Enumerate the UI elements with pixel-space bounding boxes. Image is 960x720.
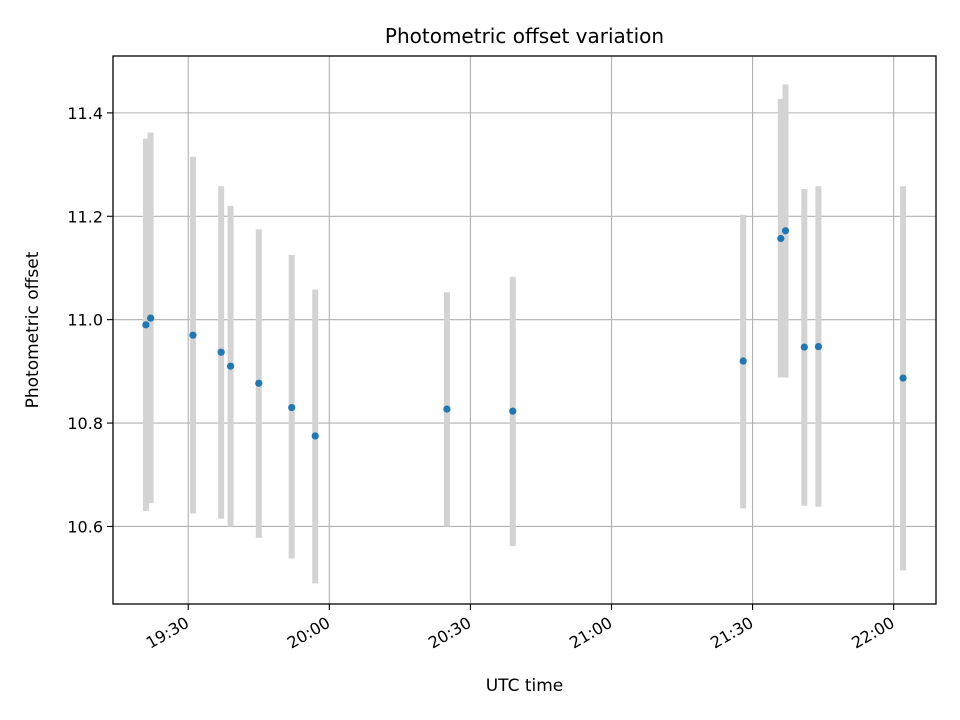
data-point [739, 357, 747, 365]
data-point [255, 379, 263, 387]
data-point [509, 407, 517, 415]
y-tick-label: 10.6 [67, 517, 103, 536]
y-tick-label: 11.2 [67, 207, 103, 226]
data-point [899, 374, 907, 382]
y-axis-label: Photometric offset [23, 251, 43, 408]
data-point [226, 362, 235, 370]
y-tick-label: 11.0 [67, 311, 103, 330]
data-point [311, 432, 319, 440]
data-point [142, 321, 150, 329]
y-tick-label: 10.8 [67, 414, 103, 433]
data-point [800, 343, 808, 351]
data-point [189, 331, 197, 339]
chart-title: Photometric offset variation [385, 24, 664, 48]
grid-lines [113, 56, 936, 604]
data-point [443, 405, 451, 413]
data-points [142, 227, 907, 440]
data-point [217, 348, 225, 356]
plot-frame [112, 55, 937, 605]
data-point [288, 403, 296, 412]
data-point [814, 342, 823, 351]
data-point [777, 234, 785, 243]
data-point [781, 227, 790, 235]
y-tick-label: 11.4 [67, 104, 103, 123]
x-axis-label: UTC time [486, 676, 564, 696]
data-point [147, 314, 155, 322]
